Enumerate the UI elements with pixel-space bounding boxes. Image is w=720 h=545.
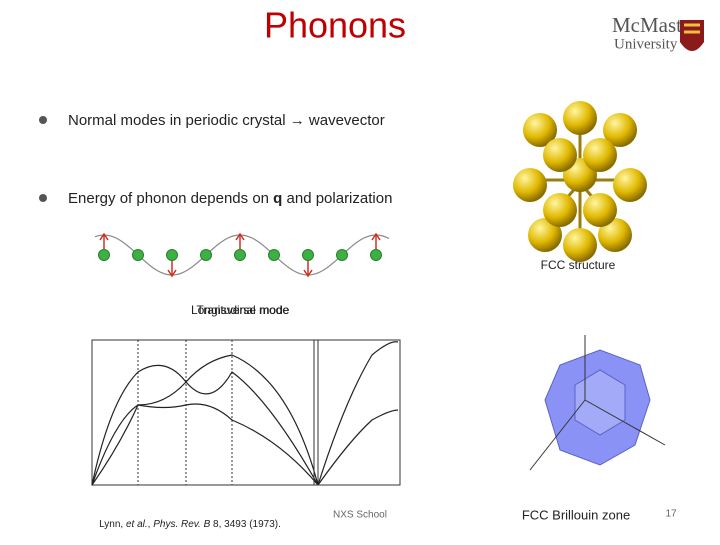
arrow-head (235, 232, 245, 241)
crest (680, 20, 704, 51)
text-part: Lynn, (99, 519, 126, 530)
dispersion-figure (91, 339, 401, 486)
wave-diagram (94, 232, 390, 278)
atom-sphere (603, 113, 637, 147)
bullet-dot (39, 116, 47, 124)
atom (370, 249, 382, 261)
text-part: and polarization (282, 190, 392, 207)
atom (336, 249, 348, 261)
crest-detail (684, 23, 700, 34)
atom (98, 249, 110, 261)
atom-sphere (513, 168, 547, 202)
arrow-head (167, 269, 177, 278)
atom-sphere (543, 138, 577, 172)
atom-sphere (583, 193, 617, 227)
slide-title: Phonons (264, 5, 406, 46)
bz-caption: FCC Brillouin zone (522, 507, 630, 522)
atoms (98, 232, 382, 278)
text-part: et al. (126, 519, 148, 530)
atom-sphere (598, 218, 632, 252)
bullet-text: Normal modes in periodic crystal → wavev… (68, 112, 385, 129)
arrow-head (303, 269, 313, 278)
arrow-head (371, 232, 381, 241)
text-part: Energy of phonon depends on (68, 190, 273, 207)
logo: McMaster University (612, 13, 704, 52)
atom-sphere (583, 138, 617, 172)
citation: Lynn, et al., Phys. Rev. B 8, 3493 (1973… (99, 519, 281, 530)
fcc-caption: FCC structure (541, 258, 616, 272)
mode-label: Longitudinal mode (191, 303, 289, 317)
text-part: 8, 3493 (1973). (210, 519, 281, 530)
bullet-text: Energy of phonon depends on q and polari… (68, 190, 392, 207)
atom-sphere (528, 218, 562, 252)
brillouin-zone (529, 335, 666, 471)
atom (234, 249, 246, 261)
bullet-dot (39, 194, 47, 202)
atom (268, 249, 280, 261)
atom-sphere (613, 168, 647, 202)
atom-sphere (563, 101, 597, 135)
arrow-head (99, 232, 109, 241)
atom (166, 249, 178, 261)
atom (302, 249, 314, 261)
text-part: , (148, 519, 154, 530)
fcc-structure (513, 101, 647, 262)
logo-line2: University (614, 36, 678, 52)
mode-label: Transverse mode (197, 303, 290, 317)
text-part: q (273, 190, 282, 207)
atom-sphere (563, 228, 597, 262)
page-number: 17 (665, 509, 677, 520)
bz-face (574, 369, 626, 436)
text-part: Phys. Rev. B (153, 519, 210, 530)
atom (200, 249, 212, 261)
atom (132, 249, 144, 261)
footer-school: NXS School (333, 510, 387, 521)
atom-sphere (543, 193, 577, 227)
atom-sphere (523, 113, 557, 147)
